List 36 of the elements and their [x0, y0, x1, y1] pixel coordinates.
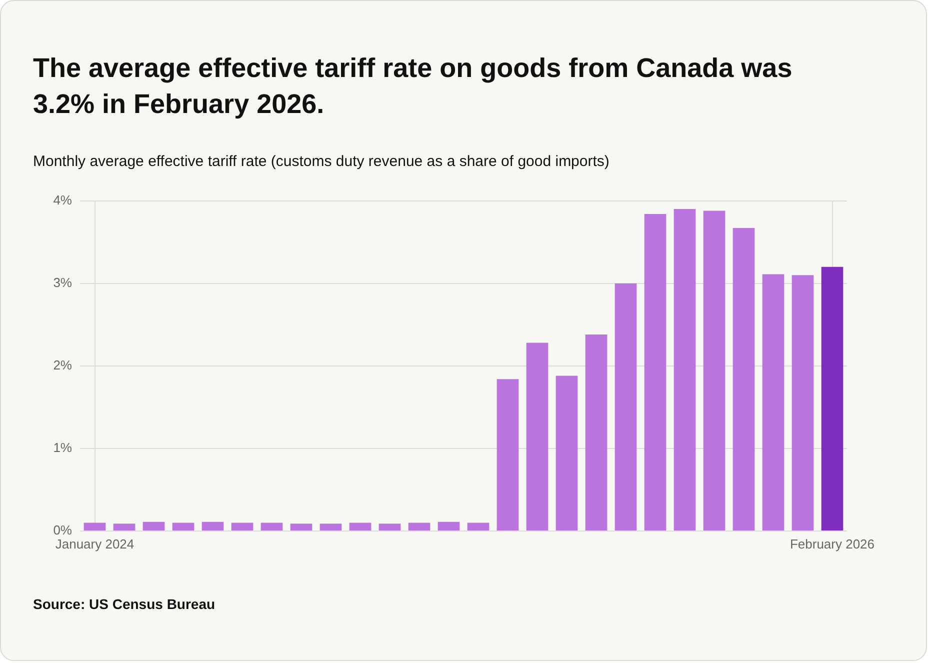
- source-note: Source: US Census Bureau: [33, 596, 216, 612]
- bar: [821, 266, 844, 530]
- bar: [703, 210, 726, 530]
- bar: [467, 522, 490, 530]
- y-tick-label: 1%: [53, 440, 72, 456]
- bar: [732, 228, 755, 530]
- x-tick-label: February 2026: [790, 536, 875, 552]
- bar: [378, 524, 401, 530]
- bar: [113, 524, 136, 530]
- y-tick-label: 2%: [53, 357, 72, 372]
- bar: [408, 522, 430, 530]
- bar: [614, 283, 637, 530]
- y-tick-label: 0%: [53, 522, 72, 538]
- y-tick-label: 4%: [53, 192, 72, 208]
- bar: [260, 522, 283, 530]
- bar: [290, 524, 312, 530]
- bar: [792, 275, 814, 530]
- bar: [438, 522, 460, 530]
- y-tick-label: 3%: [53, 274, 72, 290]
- bar: [142, 522, 165, 530]
- bar: [320, 524, 342, 530]
- bar: [644, 214, 666, 530]
- bar: [84, 522, 106, 530]
- bar: [202, 522, 224, 530]
- chart-subtitle: Monthly average effective tariff rate (customs duty revenue as a share of good imports): [33, 153, 610, 170]
- bar: [674, 209, 696, 530]
- bar: [172, 522, 194, 530]
- bar: [556, 376, 578, 530]
- bar: [762, 274, 784, 530]
- bar: [496, 379, 519, 530]
- x-tick-label: January 2024: [55, 536, 134, 552]
- chart-title: The average effective tariff rate on goods from Canada was 3.2% in February 2026.: [33, 52, 794, 121]
- bar: [526, 342, 548, 530]
- bar: [349, 522, 372, 530]
- bar: [231, 522, 254, 530]
- bar: [585, 334, 608, 530]
